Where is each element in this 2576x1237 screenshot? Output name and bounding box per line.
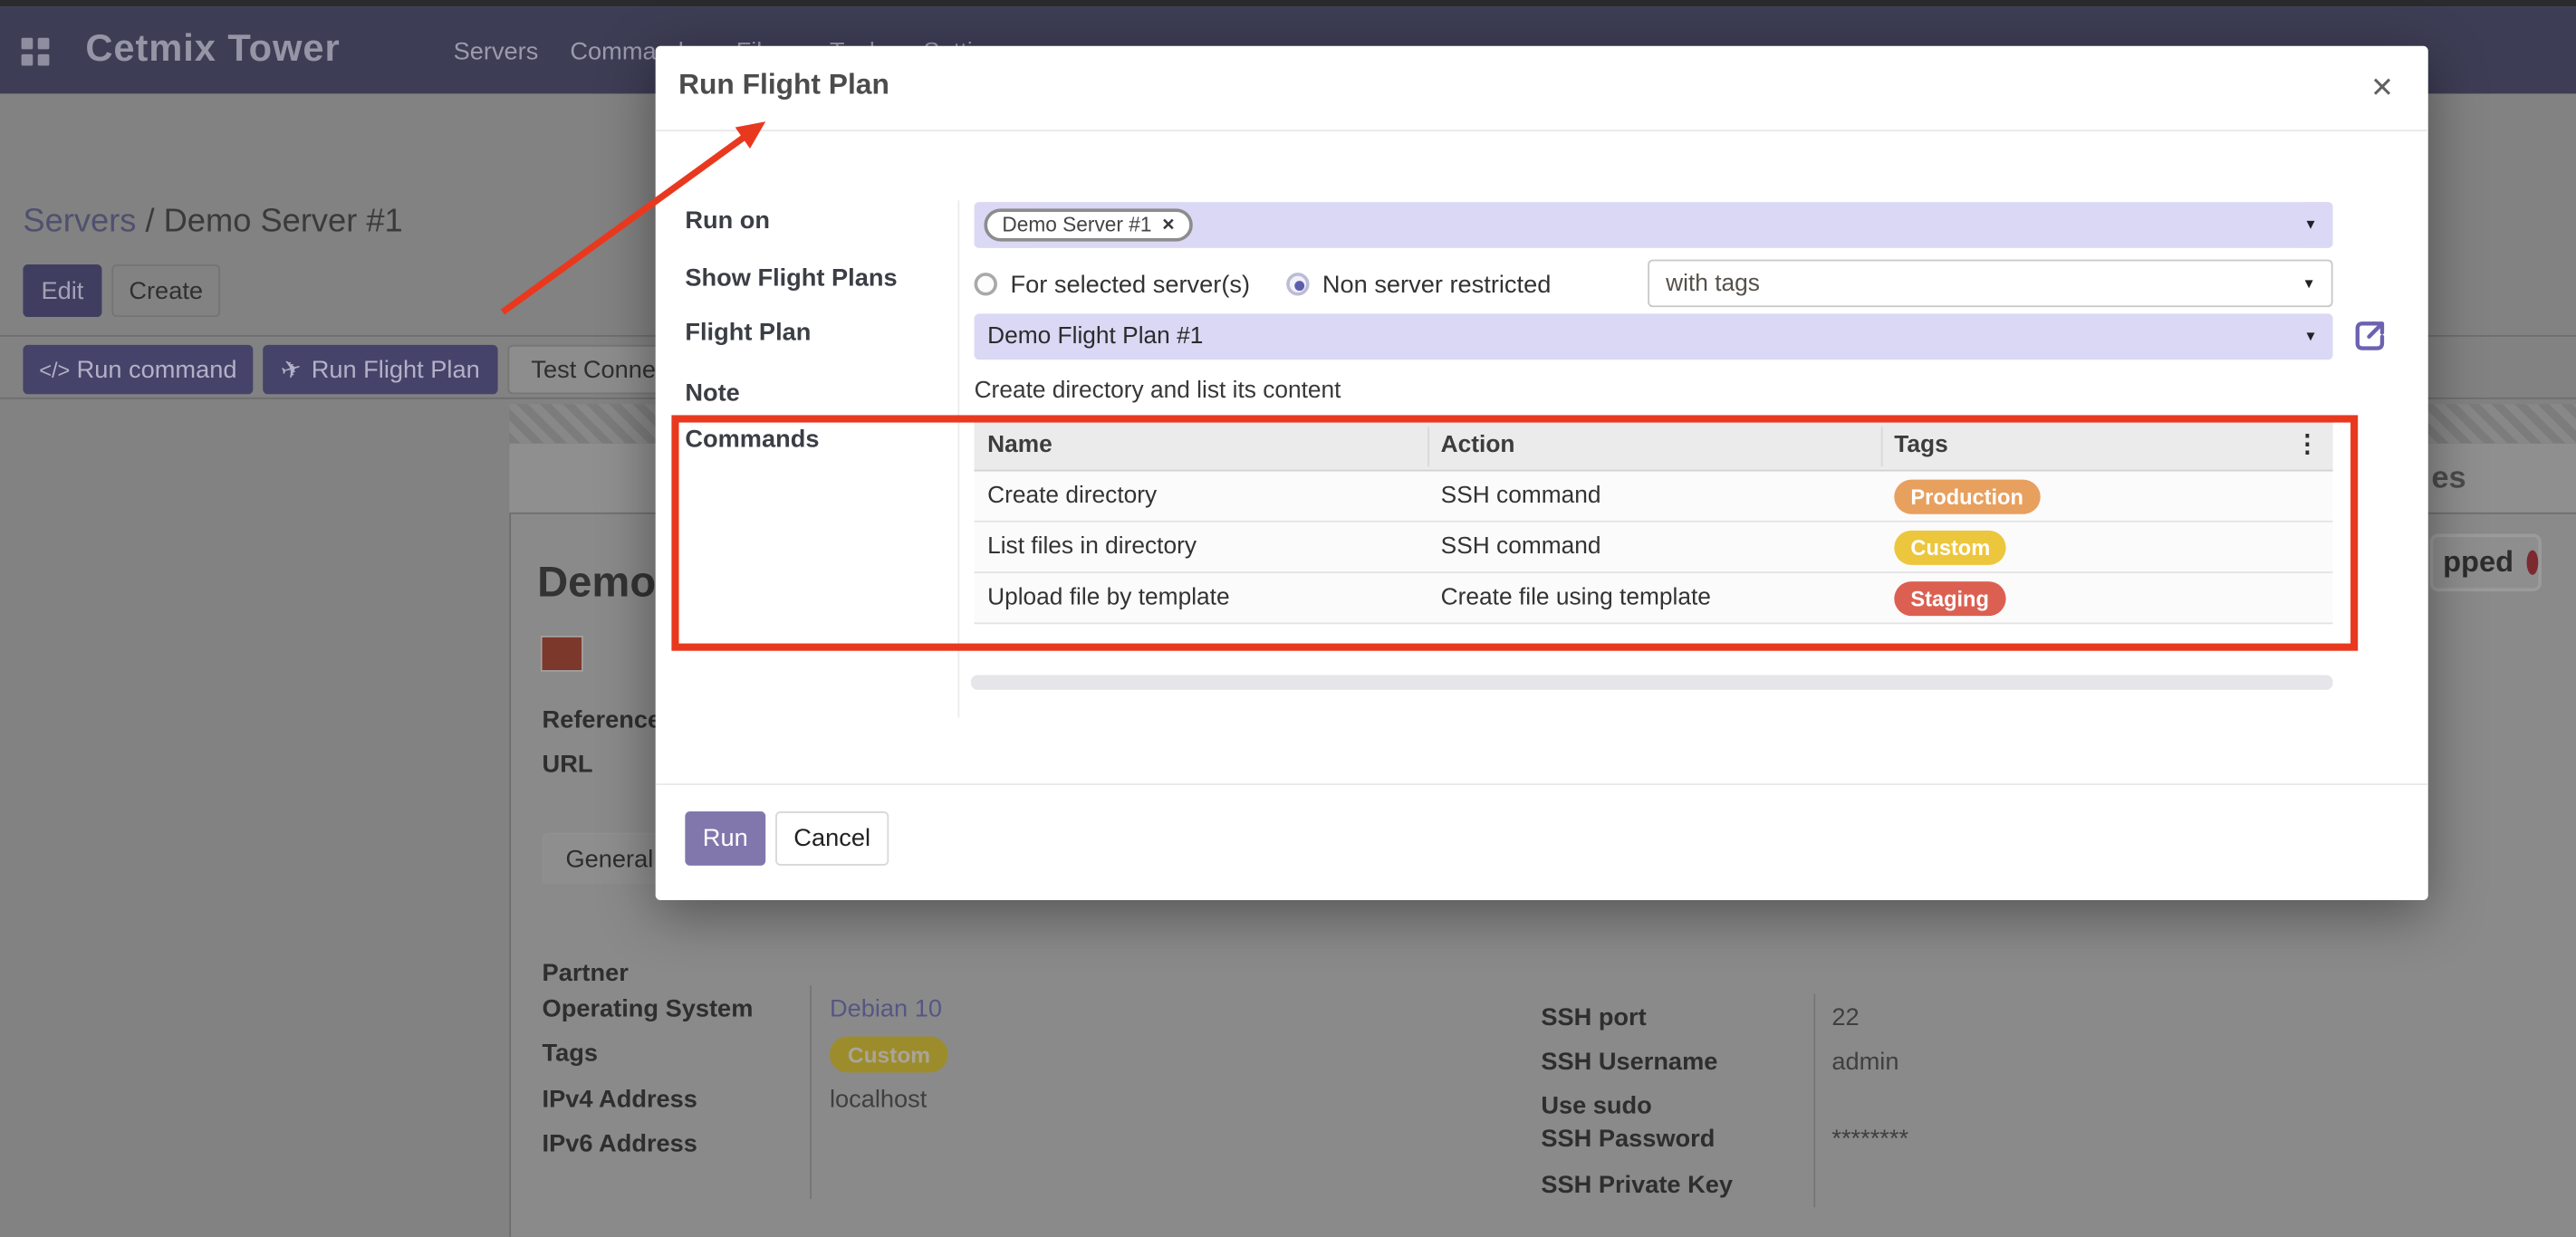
create-button[interactable]: Create [111,264,221,318]
column-header-name[interactable]: Name [987,432,1053,459]
table-row[interactable]: List files in directory SSH command Cust… [974,522,2333,574]
nav-item-servers[interactable]: Servers [453,37,539,66]
breadcrumb-current: Demo Server #1 [163,203,403,240]
modal-label-column-divider [957,200,960,718]
status-stopped-dot-icon [2526,550,2539,575]
field-label-ipv4: IPv4 Address [542,1085,697,1114]
cell-action: SSH command [1440,483,1601,510]
note-label: Note [685,379,740,408]
field-label-use-sudo: Use sudo [1541,1092,1652,1120]
modal-footer-divider [655,783,2428,785]
breadcrumb-separator: / [136,203,164,240]
breadcrumb: Servers / Demo Server #1 [23,204,402,242]
code-icon: </> [39,357,71,382]
table-options-kebab-icon[interactable]: ⋮ [2294,430,2321,459]
radio-for-selected-servers[interactable] [974,273,997,296]
column-divider [1880,427,1883,467]
modal-header-divider [655,129,2428,132]
field-value-ipv4: localhost [829,1085,928,1114]
cell-action: SSH command [1440,533,1601,561]
flight-plan-label: Flight Plan [685,318,812,347]
field-label-ssh-username: SSH Username [1541,1048,1718,1077]
server-status-badge: pped [2429,533,2542,591]
tag-pill-custom-dimmed: Custom [829,1036,948,1073]
tag-pill-custom: Custom [1894,530,2007,565]
field-value-os[interactable]: Debian 10 [829,995,942,1023]
tag-pill-staging: Staging [1894,581,2006,617]
commands-table-header: Name Action Tags ⋮ [974,422,2333,472]
cell-name: List files in directory [987,533,1197,561]
flight-plan-select[interactable]: Demo Flight Plan #1 ▾ [974,313,2333,360]
field-value-ssh-password: ******** [1831,1125,1909,1154]
chevron-down-icon[interactable]: ▾ [2306,216,2315,235]
cell-name: Upload file by template [987,584,1230,611]
chevron-down-icon[interactable]: ▾ [2304,273,2313,292]
tag-pill-production: Production [1894,479,2040,514]
remove-tag-icon[interactable]: ✕ [1161,216,1176,235]
modal-title: Run Flight Plan [678,67,889,101]
table-row[interactable]: Upload file by template Create file usin… [974,573,2333,625]
app-brand[interactable]: Cetmix Tower [85,26,341,70]
field-label-partner: Partner [542,959,629,988]
column-divider [1427,427,1429,467]
server-tag-pill[interactable]: Demo Server #1 ✕ [984,208,1194,242]
note-value: Create directory and list its content [974,378,1341,405]
statusbar-text-fragment: es [2431,461,2466,496]
external-link-icon[interactable] [2352,319,2387,361]
flight-plan-filter-radios: For selected server(s) Non server restri… [974,260,1552,309]
close-icon[interactable]: ✕ [2370,72,2394,104]
cell-action: Create file using template [1440,584,1711,611]
radio-non-server-restricted[interactable] [1285,273,1310,296]
column-header-tags[interactable]: Tags [1894,432,1948,459]
field-label-ssh-private-key: SSH Private Key [1541,1171,1734,1200]
run-command-button[interactable]: </> Run command [23,344,254,395]
field-separator [810,985,812,1200]
server-tag-label: Demo Server #1 [1002,213,1152,237]
horizontal-scrollbar[interactable] [970,675,2333,690]
field-value-ssh-port: 22 [1831,1003,1860,1032]
run-on-label: Run on [685,206,771,235]
with-tags-value: with tags [1666,270,1760,297]
table-row[interactable]: Create directory SSH command Production [974,471,2333,523]
server-title: Demo [537,556,656,607]
field-separator [1813,993,1816,1208]
field-label-os: Operating System [542,995,754,1023]
flight-plan-value: Demo Flight Plan #1 [987,323,1204,350]
run-flight-plan-button[interactable]: ✈ Run Flight Plan [263,344,498,395]
show-flight-plans-label: Show Flight Plans [685,264,898,292]
field-label-ipv6: IPv6 Address [542,1129,697,1158]
tab-general[interactable]: General [542,832,678,884]
with-tags-select[interactable]: with tags ▾ [1648,259,2333,308]
apps-grid-icon[interactable] [21,37,50,66]
radio-label-non-server-restricted[interactable]: Non server restricted [1322,270,1552,299]
server-color-swatch[interactable] [540,635,583,672]
commands-label: Commands [685,425,820,454]
chevron-down-icon[interactable]: ▾ [2306,327,2315,346]
edit-button[interactable]: Edit [23,264,102,318]
run-on-input[interactable]: Demo Server #1 ✕ ▾ [974,202,2333,248]
column-header-action[interactable]: Action [1440,432,1515,459]
plane-icon: ✈ [277,354,305,387]
run-button[interactable]: Run [685,811,766,866]
field-label-url: URL [542,750,593,779]
field-value-ssh-username: admin [1831,1048,1899,1077]
cell-name: Create directory [987,483,1158,510]
radio-label-for-selected-servers[interactable]: For selected server(s) [1010,270,1251,299]
field-label-ssh-password: SSH Password [1541,1125,1716,1154]
status-text-fragment: pped [2443,545,2514,579]
field-label-tags: Tags [542,1040,599,1068]
field-label-reference: Reference [542,705,662,734]
window-top-strip [0,0,2576,7]
breadcrumb-servers-link[interactable]: Servers [23,203,137,240]
cancel-button[interactable]: Cancel [775,811,889,866]
field-label-ssh-port: SSH port [1541,1003,1647,1032]
